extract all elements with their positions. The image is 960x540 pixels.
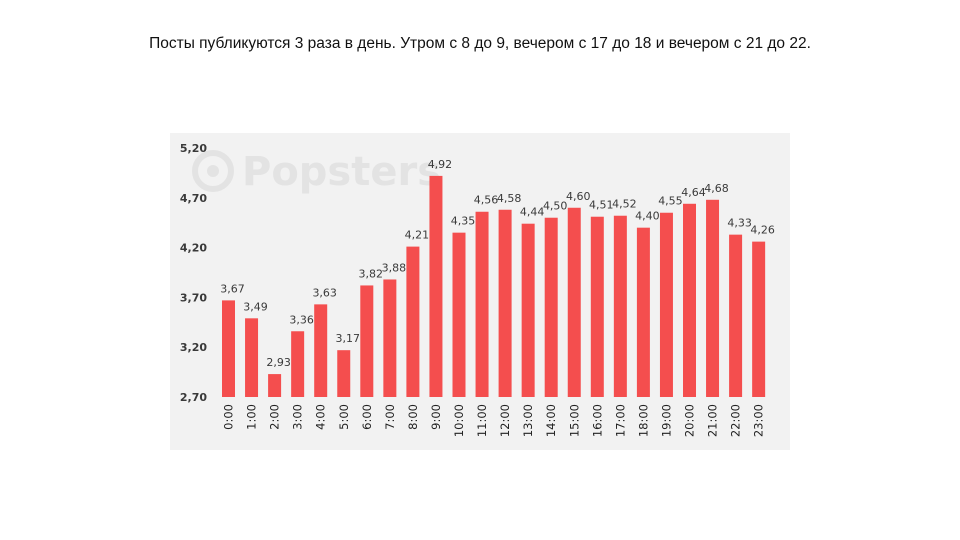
x-tick-label: 2:00 [268, 404, 282, 430]
bar [452, 232, 466, 397]
x-tick-label: 10:00 [452, 404, 466, 437]
bar [475, 211, 489, 397]
x-axis: 0:00 1:00 2:00 3:00 4:00 5:00 6:00 7:00 8:00 9:00… [222, 404, 766, 437]
bar [636, 227, 650, 397]
x-tick-label: 6:00 [360, 404, 374, 430]
bar [752, 241, 766, 397]
bar [590, 216, 604, 397]
x-tick-label: 17:00 [613, 404, 627, 437]
y-tick-label: 3,20 [180, 341, 207, 354]
x-tick-label: 11:00 [475, 404, 489, 437]
bar [268, 374, 282, 397]
bar [521, 223, 535, 397]
bar [498, 209, 512, 397]
bar [360, 285, 374, 397]
data-label: 4,26 [750, 224, 775, 237]
x-tick-label: 3:00 [291, 404, 305, 430]
x-tick-label: 23:00 [752, 404, 766, 437]
x-tick-label: 13:00 [521, 404, 535, 437]
bar [291, 331, 305, 397]
data-label: 3,49 [243, 300, 268, 313]
bar [245, 318, 259, 397]
bar [406, 246, 420, 397]
x-tick-label: 14:00 [544, 404, 558, 437]
bar [659, 212, 673, 397]
y-axis: 2,70 3,20 3,70 4,20 4,70 5,20 [180, 142, 207, 404]
data-label: 4,44 [520, 206, 545, 219]
data-label: 4,58 [497, 192, 522, 205]
x-tick-label: 0:00 [222, 404, 236, 430]
y-tick-label: 4,20 [180, 242, 207, 255]
x-tick-label: 7:00 [383, 404, 397, 430]
x-tick-label: 1:00 [245, 404, 259, 430]
bar [222, 300, 235, 397]
x-tick-label: 5:00 [337, 404, 351, 430]
x-tick-label: 9:00 [429, 404, 443, 430]
data-label: 3,17 [336, 332, 361, 345]
x-tick-label: 22:00 [729, 404, 743, 437]
x-tick-label: 20:00 [683, 404, 697, 437]
data-label: 4,33 [727, 217, 752, 230]
x-tick-label: 15:00 [567, 404, 581, 437]
bar [544, 217, 558, 397]
data-label: 4,51 [589, 199, 614, 212]
data-label: 4,68 [704, 182, 729, 195]
bars [222, 175, 766, 397]
bar [383, 279, 397, 397]
bar [683, 203, 696, 397]
data-label: 3,63 [312, 286, 337, 299]
y-tick-label: 5,20 [180, 142, 207, 155]
bar [706, 199, 720, 397]
data-label: 4,55 [658, 195, 683, 208]
x-tick-label: 8:00 [406, 404, 420, 430]
bar [613, 215, 627, 397]
data-label: 3,36 [289, 313, 314, 326]
x-tick-label: 4:00 [314, 404, 328, 430]
x-tick-label: 19:00 [659, 404, 673, 437]
bar [567, 207, 581, 397]
data-label: 4,56 [474, 194, 499, 207]
page-caption: Посты публикуются 3 раза в день. Утром с… [149, 35, 811, 52]
bar [729, 234, 743, 397]
data-label: 4,50 [543, 200, 568, 213]
y-tick-label: 4,70 [180, 192, 207, 205]
x-tick-label: 18:00 [636, 404, 650, 437]
y-tick-label: 3,70 [180, 291, 207, 304]
data-label: 4,60 [566, 190, 591, 203]
bar [314, 304, 328, 397]
x-tick-label: 21:00 [706, 404, 720, 437]
data-label: 4,64 [681, 186, 706, 199]
data-label: 4,40 [635, 210, 660, 223]
data-label: 4,92 [428, 158, 453, 171]
data-label: 3,67 [220, 282, 245, 295]
x-tick-label: 12:00 [498, 404, 512, 437]
y-tick-label: 2,70 [180, 391, 207, 404]
data-label: 3,82 [359, 267, 384, 280]
bar [337, 350, 351, 397]
bar [429, 175, 443, 397]
data-label: 4,35 [451, 215, 476, 228]
data-label: 2,93 [266, 356, 291, 369]
x-tick-label: 16:00 [590, 404, 604, 437]
data-label: 4,52 [612, 198, 637, 211]
value-labels: 3,67 3,49 2,93 3,36 3,63 3,17 3,823,88 4,21 4,92… [220, 158, 775, 369]
data-label: 4,21 [405, 229, 430, 242]
data-label: 3,88 [382, 261, 407, 274]
